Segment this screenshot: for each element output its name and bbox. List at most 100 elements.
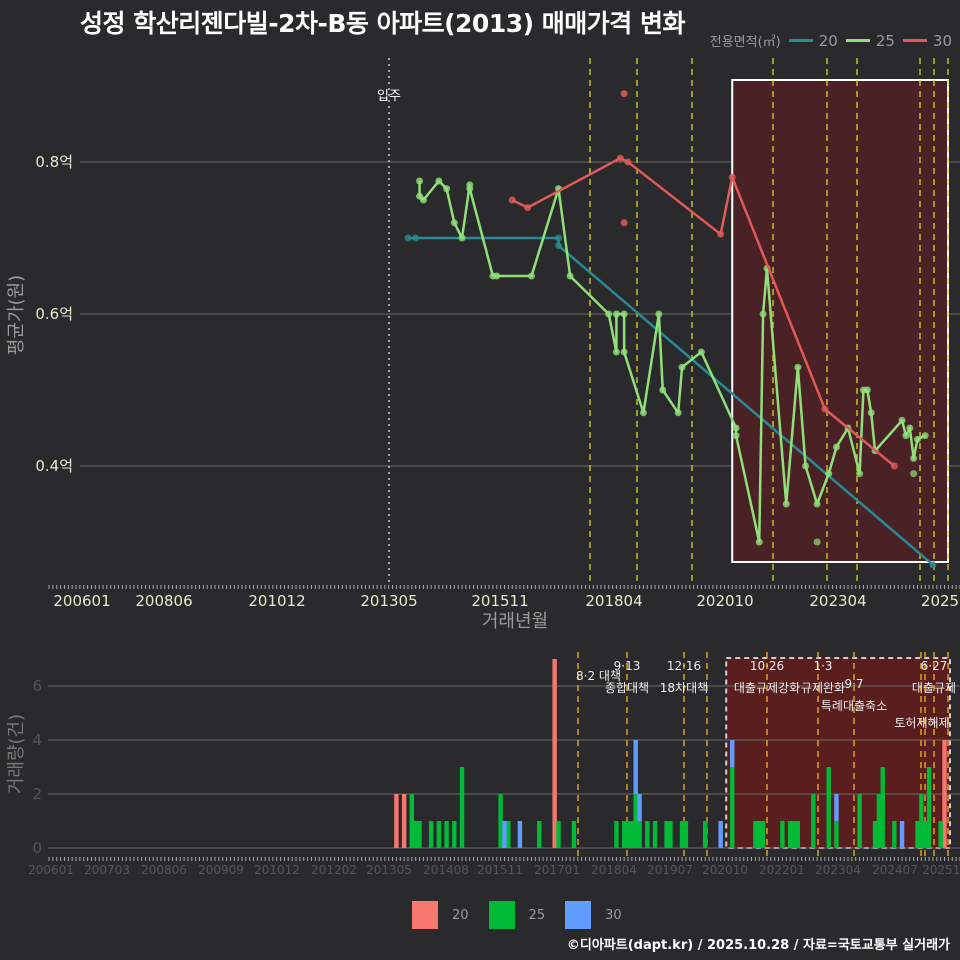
data-point-25 <box>856 470 863 477</box>
x-tick-label-bottom: 201408 <box>423 863 469 877</box>
bar-25 <box>637 821 641 848</box>
data-point-30 <box>729 174 736 181</box>
data-point-25 <box>679 364 686 371</box>
x-tick-label: 200601 <box>53 592 110 610</box>
data-point-25 <box>443 185 450 192</box>
data-point-25 <box>756 539 763 546</box>
bar-25 <box>537 821 541 848</box>
bar-25 <box>834 821 838 848</box>
data-point-25 <box>528 273 535 280</box>
data-point-25 <box>655 311 662 318</box>
bar-30 <box>730 740 734 767</box>
highlight-period-box <box>732 80 948 562</box>
bar-30 <box>502 821 506 848</box>
data-point-25 <box>459 235 466 242</box>
x-tick-label: 202010 <box>696 592 753 610</box>
data-point-25 <box>621 349 628 356</box>
source-footer: ©디아파트(dapt.kr) / 2025.10.28 / 자료=국토교통부 실… <box>567 934 950 953</box>
bar-25 <box>630 821 634 848</box>
x-tick-label: 2025 <box>921 592 959 610</box>
data-point-25 <box>698 349 705 356</box>
x-tick-label: 200806 <box>135 592 192 610</box>
x-tick-label-bottom: 202304 <box>815 863 861 877</box>
data-point-25 <box>733 432 740 439</box>
data-point-25 <box>794 364 801 371</box>
data-point-25 <box>833 444 840 451</box>
bar-25 <box>792 821 796 848</box>
bar-30 <box>634 740 638 794</box>
chart-canvas: 0.4억0.6억0.8억2006012008062010122013052015… <box>0 0 960 960</box>
bar-25 <box>892 821 896 848</box>
x-tick-label-bottom: 202407 <box>872 863 918 877</box>
data-point-25 <box>493 273 500 280</box>
policy-label: 18차대책 <box>660 680 708 695</box>
data-point-30 <box>524 204 531 211</box>
data-point-20 <box>555 242 562 249</box>
x-axis-title: 거래년월 <box>482 611 548 632</box>
policy-label: 종합대책 <box>605 680 649 695</box>
bar-25 <box>780 821 784 848</box>
bar-25 <box>572 821 576 848</box>
x-tick-label-bottom: 201202 <box>311 863 357 877</box>
data-point-30 <box>617 155 624 162</box>
data-point-25 <box>825 470 832 477</box>
bar-20 <box>942 740 946 848</box>
data-point-25 <box>435 178 442 185</box>
x-tick-label-bottom: 200806 <box>141 863 187 877</box>
bar-legend-swatch-25 <box>489 901 515 929</box>
bar-legend-swatch-20 <box>412 901 438 929</box>
bar-25 <box>437 821 441 848</box>
bar-30 <box>718 821 722 848</box>
bar-25 <box>614 821 618 848</box>
x-tick-label: 202304 <box>809 592 866 610</box>
bar-25 <box>556 821 560 848</box>
data-point-25 <box>416 178 423 185</box>
data-point-20 <box>404 235 411 242</box>
bar-30 <box>834 794 838 821</box>
data-point-25 <box>864 387 871 394</box>
data-point-25 <box>868 409 875 416</box>
data-point-25 <box>902 432 909 439</box>
x-tick-label-bottom: 201804 <box>591 863 637 877</box>
bar-25 <box>417 821 421 848</box>
data-point-25 <box>906 425 913 432</box>
x-tick-label-bottom: 202010 <box>702 863 748 877</box>
data-point-25 <box>802 463 809 470</box>
data-point-30 <box>625 159 632 166</box>
bar-20 <box>552 659 556 848</box>
bar-25 <box>410 794 414 848</box>
bar-20 <box>394 794 398 848</box>
bar-25 <box>622 821 626 848</box>
data-point-25 <box>621 311 628 318</box>
bar-25 <box>757 821 761 848</box>
bar-25 <box>664 821 668 848</box>
policy-label: 토허제해제 <box>894 716 949 730</box>
bar-25 <box>938 821 942 848</box>
bar-25 <box>877 794 881 848</box>
bar-25 <box>788 821 792 848</box>
bar-25 <box>927 767 931 848</box>
bar-25 <box>796 821 800 848</box>
x-tick-label-bottom: 200601 <box>28 863 74 877</box>
bar-25 <box>811 794 815 848</box>
data-point-30 <box>717 231 724 238</box>
bar-20 <box>402 794 406 848</box>
bar-25 <box>915 821 919 848</box>
bar-25 <box>498 794 502 848</box>
bar-legend-swatch-30 <box>565 901 591 929</box>
data-point-25 <box>420 197 427 204</box>
bar-25 <box>761 821 765 848</box>
policy-label: 9·13 <box>614 659 641 673</box>
x-tick-label-bottom: 201907 <box>647 863 693 877</box>
y-tick-label: 0.4억 <box>35 457 73 475</box>
bar-25 <box>857 794 861 848</box>
data-point-25 <box>605 311 612 318</box>
bar-25 <box>506 821 510 848</box>
x-tick-label: 201012 <box>248 592 305 610</box>
bar-25 <box>452 821 456 848</box>
bar-25 <box>680 821 684 848</box>
data-point-25 <box>814 501 821 508</box>
bar-25 <box>753 821 757 848</box>
data-point-25 <box>922 432 929 439</box>
bar-25 <box>730 767 734 848</box>
